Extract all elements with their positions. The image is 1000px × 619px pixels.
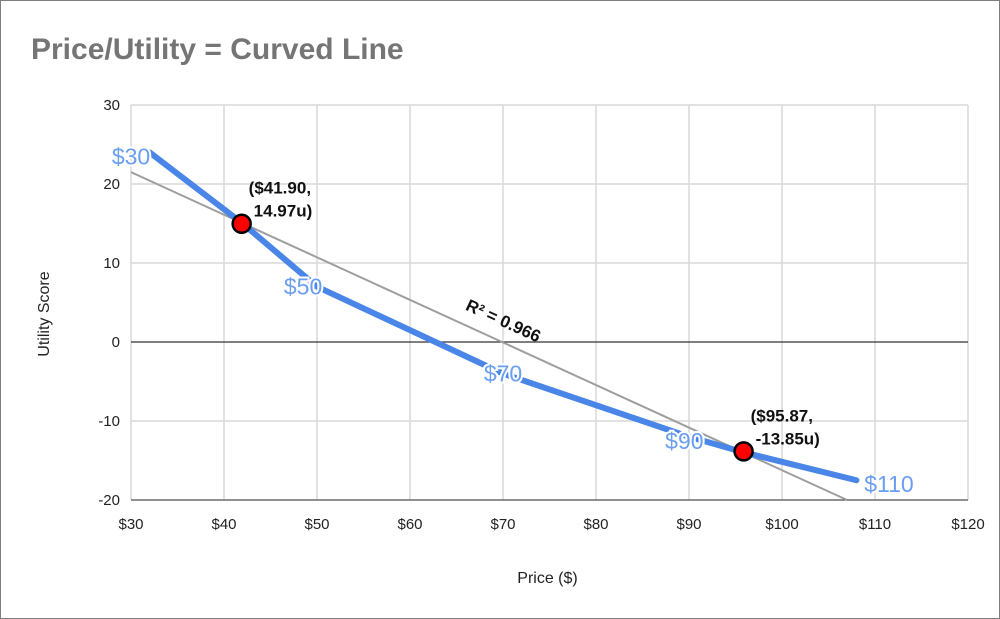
highlight-label-price: ($41.90, xyxy=(249,179,311,198)
highlight-label-price: ($95.87, xyxy=(751,406,813,425)
highlight-label-utility: -13.85u) xyxy=(756,429,820,448)
x-tick-label: $50 xyxy=(304,516,329,533)
point-label: $70 xyxy=(484,361,522,387)
highlight-label-utility: 14.97u) xyxy=(254,202,313,221)
chart-title: Price/Utility = Curved Line xyxy=(31,33,404,66)
y-tick-label: 30 xyxy=(103,97,120,114)
highlight-marker xyxy=(733,441,754,462)
x-axis-title: Price ($) xyxy=(517,570,577,587)
x-tick-label: $120 xyxy=(951,516,984,533)
x-tick-label: $110 xyxy=(859,516,891,533)
x-tick-label: $70 xyxy=(490,516,515,533)
point-label: $90 xyxy=(665,428,703,454)
x-tick-label: $60 xyxy=(397,516,422,533)
y-tick-label: -20 xyxy=(98,492,120,509)
x-tick-label: $40 xyxy=(211,516,236,533)
point-label: $30 xyxy=(112,143,150,169)
x-tick-label: $80 xyxy=(583,516,608,533)
y-axis-title: Utility Score xyxy=(36,271,53,356)
x-tick-label: $100 xyxy=(765,516,798,533)
point-label: $50 xyxy=(284,274,322,300)
y-tick-label: -10 xyxy=(98,413,120,430)
y-tick-label: 20 xyxy=(103,176,120,193)
x-tick-label: $90 xyxy=(676,516,701,533)
y-tick-label: 10 xyxy=(103,255,120,272)
highlight-marker xyxy=(231,213,252,234)
y-tick-label: 0 xyxy=(112,334,120,351)
point-label: $110 xyxy=(864,471,913,497)
x-tick-label: $30 xyxy=(118,516,143,533)
